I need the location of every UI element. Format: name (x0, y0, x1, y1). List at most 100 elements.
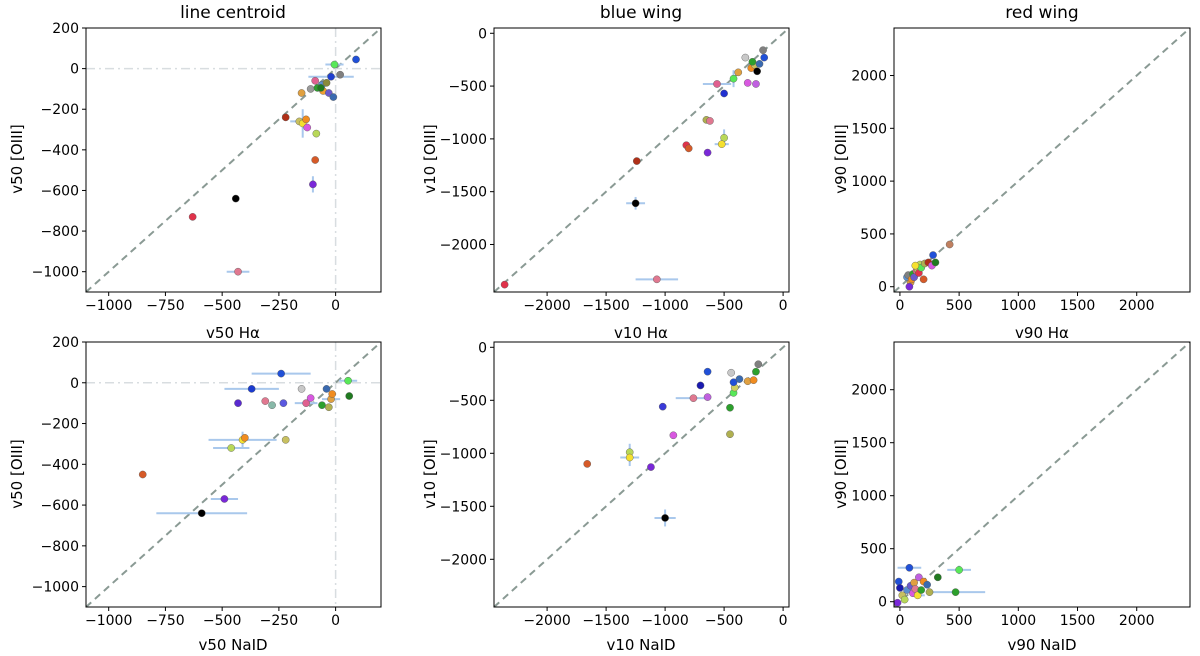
data-point (934, 573, 942, 582)
data-point (894, 598, 902, 607)
data-point (625, 453, 634, 462)
x-tick-label: 1500 (1060, 613, 1096, 629)
data-point (330, 60, 339, 69)
x-tick-label: 0 (331, 298, 340, 314)
x-axis-label: v10 Hα (614, 324, 668, 342)
data-point (689, 394, 698, 402)
x-axis-label: v90 NaID (1007, 636, 1076, 654)
y-tick-label: −500 (449, 393, 487, 409)
data-point (653, 275, 661, 284)
x-tick-label: 1000 (1000, 298, 1036, 314)
y-axis-label: v90 [OIII] (832, 439, 850, 509)
plot-area (494, 342, 789, 607)
plot-frame (493, 27, 790, 293)
y-tick-label: 0 (70, 376, 79, 392)
one-to-one-line (86, 28, 381, 292)
panel-line-centroid-halpha: line centroid v50 Hα v50 [OIII] −1000 −75… (8, 3, 382, 342)
one-to-one-line (86, 342, 381, 607)
y-tick-label: −600 (41, 183, 79, 199)
data-point (345, 392, 354, 400)
data-point (277, 369, 285, 378)
data-point (684, 144, 693, 153)
plot-area (894, 342, 1190, 607)
y-tick-label: −2000 (440, 552, 487, 568)
x-tick-label: 0 (779, 298, 788, 314)
plot-area (494, 28, 789, 292)
x-tick-label: 0 (779, 613, 788, 629)
data-point (931, 258, 940, 267)
x-tick-label: −250 (260, 298, 298, 314)
data-point (241, 434, 249, 442)
data-point (306, 85, 315, 93)
x-axis-label: v10 NaID (606, 636, 675, 654)
data-point (760, 53, 769, 62)
data-point (900, 595, 909, 604)
data-point (220, 495, 229, 503)
data-point (297, 89, 306, 97)
data-point (713, 80, 721, 88)
data-point (328, 390, 337, 398)
x-tick-label: 0 (331, 613, 340, 629)
data-point (727, 368, 735, 377)
y-tick-label: 200 (52, 21, 79, 37)
data-point (352, 55, 360, 64)
data-point (632, 157, 641, 165)
plot-area (86, 28, 381, 292)
data-point (726, 403, 734, 412)
data-point (325, 403, 333, 412)
y-tick-label: −200 (41, 417, 79, 433)
y-tick-label: 2000 (851, 69, 887, 85)
data-point (734, 68, 743, 77)
x-tick-label: −1500 (582, 613, 629, 629)
x-tick-label: 500 (946, 298, 973, 314)
one-to-one-line (494, 28, 789, 292)
y-tick-label: 1000 (851, 174, 887, 190)
data-point (696, 381, 705, 390)
y-tick-label: −800 (41, 539, 79, 555)
data-point (720, 89, 728, 98)
data-point (749, 376, 758, 384)
y-tick-label: −800 (41, 224, 79, 240)
data-point (717, 140, 726, 148)
x-tick-label: −1000 (85, 613, 132, 629)
data-point (917, 586, 926, 594)
data-point (669, 431, 678, 440)
panel-title: line centroid (180, 3, 286, 23)
plot-frame (893, 341, 1191, 608)
y-tick-label: −1500 (440, 499, 487, 515)
data-point (302, 399, 310, 407)
data-point (720, 134, 728, 142)
data-point (911, 261, 920, 270)
y-axis-label: v90 [OIII] (832, 124, 850, 194)
data-point (729, 378, 738, 387)
panel-blue-wing-naid: v10 NaID v10 [OIII] −2000 −1500 −1000 −500 0… (421, 340, 790, 654)
data-point (631, 199, 640, 208)
x-tick-label: 1000 (1000, 613, 1036, 629)
x-tick-label: 2000 (1119, 298, 1155, 314)
y-tick-label: −400 (41, 457, 79, 473)
data-point (754, 360, 763, 369)
data-point (755, 60, 764, 68)
data-point (661, 514, 669, 522)
x-axis-label: v90 Hα (1015, 324, 1069, 342)
y-tick-label: 1500 (851, 121, 887, 137)
y-tick-label: 1500 (851, 436, 887, 452)
data-point (759, 46, 767, 54)
data-point (894, 577, 903, 586)
plot-frame (893, 27, 1191, 293)
data-point (955, 566, 963, 574)
data-point (703, 367, 712, 376)
y-tick-label: −1000 (440, 132, 487, 148)
data-point (234, 399, 242, 407)
data-point (743, 79, 752, 87)
y-tick-label: −600 (41, 498, 79, 514)
x-tick-label: −500 (705, 298, 743, 314)
panel-red-wing-naid: v90 NaID v90 [OIII] 0 500 1000 1500 2000 0 500… (832, 341, 1191, 654)
x-tick-label: 1500 (1060, 298, 1096, 314)
y-tick-label: −1000 (32, 265, 79, 281)
x-tick-label: −1000 (85, 298, 132, 314)
y-axis-label: v10 [OIII] (421, 124, 439, 194)
y-axis-label: v10 [OIII] (421, 439, 439, 509)
data-point (329, 93, 338, 101)
data-point (138, 470, 147, 479)
